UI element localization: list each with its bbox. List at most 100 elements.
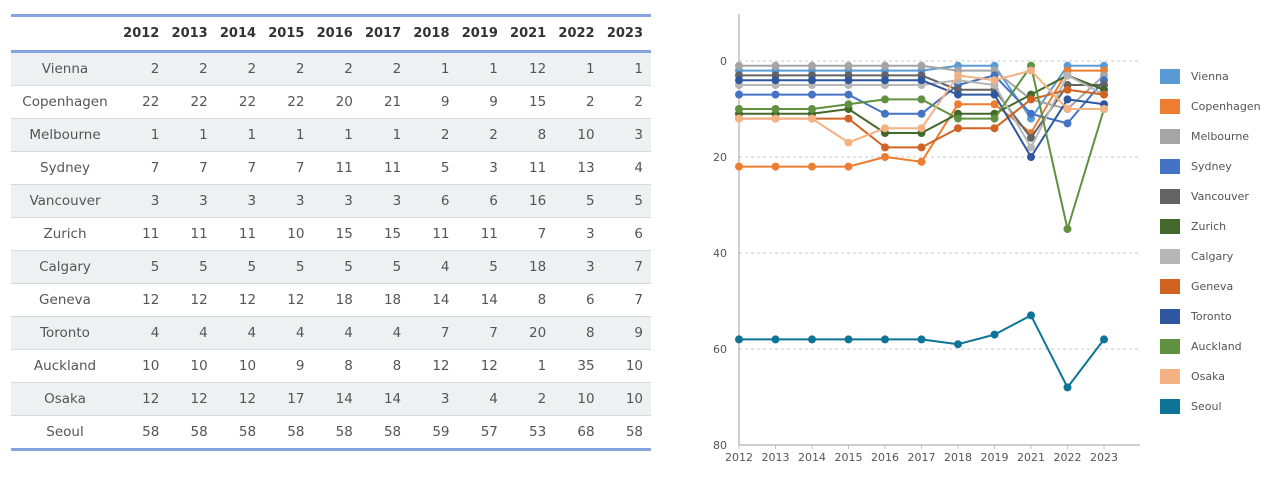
- row-value: 18: [360, 283, 410, 317]
- row-value: 2: [167, 51, 216, 86]
- data-point: [881, 61, 889, 70]
- row-value: 7: [505, 217, 555, 251]
- data-point: [881, 76, 889, 85]
- row-value: 58: [625, 424, 643, 440]
- data-point: [917, 157, 926, 166]
- header-year: 2023: [606, 26, 643, 41]
- row-value: 11: [119, 217, 168, 251]
- row-value: 3: [554, 217, 603, 251]
- row-value: 1: [409, 51, 458, 86]
- row-value: 10: [602, 382, 651, 416]
- row-value: 5: [167, 250, 216, 284]
- data-point: [917, 95, 926, 104]
- data-point: [917, 143, 926, 152]
- data-point: [735, 162, 743, 171]
- series-seoul: [735, 311, 1108, 392]
- row-value: 5: [119, 250, 168, 284]
- table-row: Osaka 12 12 12 17 14 14 3 4 2 10 10: [11, 382, 651, 416]
- row-value: 68: [577, 424, 595, 440]
- legend-item: Sydney: [1160, 151, 1261, 181]
- row-value: 3: [215, 184, 265, 218]
- row-value: 2: [215, 51, 265, 86]
- legend-swatch: [1160, 218, 1180, 234]
- legend-swatch: [1160, 188, 1180, 204]
- data-point: [1100, 105, 1108, 113]
- row-value: 1: [119, 118, 168, 152]
- row-value: 4: [602, 151, 651, 185]
- row-value: 20: [312, 85, 361, 119]
- data-point: [1027, 153, 1035, 161]
- row-value: 12: [457, 349, 506, 383]
- row-value: 7: [215, 151, 265, 185]
- data-point: [954, 71, 962, 80]
- data-point: [917, 61, 926, 70]
- row-value: 11: [360, 151, 410, 185]
- row-value: 3: [119, 184, 168, 218]
- row-value: 58: [383, 424, 402, 440]
- data-point: [808, 162, 816, 171]
- row-value: 9: [602, 316, 651, 350]
- data-point: [881, 95, 889, 104]
- data-point: [881, 153, 889, 161]
- row-value: 11: [215, 217, 265, 251]
- row-value: 10: [167, 349, 216, 383]
- row-value: 1: [554, 51, 603, 86]
- data-point: [844, 90, 853, 99]
- data-point: [844, 61, 853, 70]
- table-row: Geneva 12 12 12 12 18 18 14 14 8 6 7: [11, 283, 651, 317]
- row-value: 8: [312, 349, 361, 383]
- row-value: 12: [409, 349, 458, 383]
- data-point: [808, 90, 816, 99]
- data-point: [1027, 109, 1035, 118]
- row-value: 4: [360, 316, 410, 350]
- row-value: 2: [360, 51, 410, 86]
- row-value: 12: [264, 283, 313, 317]
- y-tick-label: 60: [713, 343, 727, 356]
- legend-label: Calgary: [1191, 249, 1234, 263]
- data-point: [1063, 383, 1072, 392]
- data-point: [954, 90, 962, 99]
- row-city: Sydney: [11, 151, 119, 185]
- data-point: [1063, 119, 1072, 128]
- y-tick-label: 0: [720, 55, 727, 68]
- row-value: 53: [529, 424, 547, 440]
- row-value: 58: [142, 424, 160, 440]
- legend-item: Copenhagen: [1160, 91, 1261, 121]
- data-point: [844, 335, 853, 344]
- data-point: [990, 100, 999, 109]
- row-value: 7: [119, 151, 168, 185]
- data-point: [954, 124, 962, 133]
- data-point: [771, 335, 780, 344]
- data-point: [1027, 66, 1035, 75]
- data-point: [735, 335, 743, 344]
- data-point: [1027, 311, 1035, 320]
- row-value: 12: [167, 283, 216, 317]
- data-point: [990, 330, 999, 339]
- row-value: 11: [312, 151, 361, 185]
- row-value: 18: [312, 283, 361, 317]
- legend-swatch: [1160, 248, 1180, 264]
- x-tick-label: 2013: [762, 451, 790, 464]
- legend-item: Toronto: [1160, 301, 1261, 331]
- row-value: 35: [554, 349, 603, 383]
- rankings-table: 2012 2013 2014 2015 2016 2017 2018 2019 2021 2022…: [11, 14, 651, 451]
- legend-label: Toronto: [1191, 309, 1232, 323]
- row-value: 3: [312, 184, 361, 218]
- row-value: 3: [457, 151, 506, 185]
- table-row: Toronto 4 4 4 4 4 4 7 7 20 8 9: [11, 316, 651, 350]
- row-value: 12: [215, 283, 265, 317]
- row-value: 8: [505, 283, 555, 317]
- data-point: [881, 143, 889, 152]
- row-city: Seoul: [46, 424, 84, 440]
- legend-item: Seoul: [1160, 391, 1261, 421]
- chart-legend: Vienna Copenhagen Melbourne Sydney Vancouver…: [1160, 61, 1261, 421]
- row-value: 59: [432, 424, 450, 440]
- row-value: 6: [602, 217, 651, 251]
- legend-swatch: [1160, 368, 1180, 384]
- row-value: 58: [287, 424, 305, 440]
- row-value: 4: [215, 316, 265, 350]
- row-value: 5: [409, 151, 458, 185]
- data-point: [1100, 335, 1108, 344]
- data-point: [735, 61, 743, 70]
